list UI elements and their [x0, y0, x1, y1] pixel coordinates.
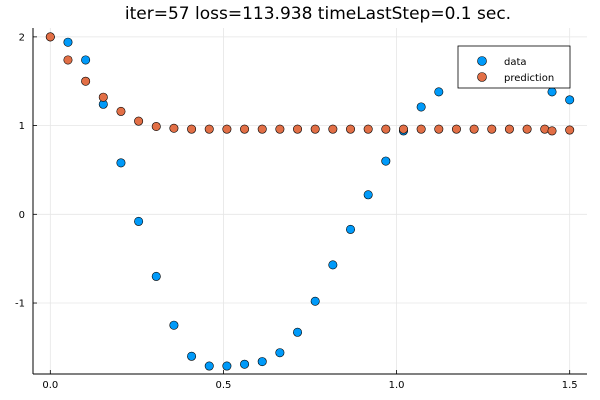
data-point — [293, 327, 303, 337]
legend-marker-data — [477, 56, 487, 66]
data-point — [346, 224, 356, 234]
legend-label-prediction: prediction — [504, 73, 554, 84]
prediction-point — [204, 124, 214, 134]
prediction-point — [547, 126, 557, 136]
prediction-point — [134, 116, 144, 126]
prediction-point — [222, 124, 232, 134]
prediction-point — [98, 92, 108, 102]
prediction-point — [240, 124, 250, 134]
prediction-point — [381, 124, 391, 134]
legend: data prediction — [457, 45, 571, 89]
data-point — [310, 296, 320, 306]
prediction-point — [451, 124, 461, 134]
data-point — [134, 216, 144, 226]
data-point — [416, 102, 426, 112]
prediction-point — [565, 125, 575, 135]
data-point — [275, 348, 285, 358]
prediction-point — [487, 124, 497, 134]
prediction-point — [293, 124, 303, 134]
axes — [32, 28, 587, 375]
data-point — [328, 260, 338, 270]
prediction-point — [328, 124, 338, 134]
y-tick-label: 1 — [19, 121, 25, 132]
data-point — [381, 156, 391, 166]
prediction-point — [310, 124, 320, 134]
prediction-point — [187, 124, 197, 134]
prediction-point — [346, 124, 356, 134]
prediction-point — [63, 55, 73, 65]
y-tick-label: 0 — [19, 210, 25, 221]
data-point — [434, 87, 444, 97]
prediction-point — [169, 123, 179, 133]
data-point — [240, 359, 250, 369]
prediction-point — [257, 124, 267, 134]
prediction-point — [45, 32, 55, 42]
prediction-point — [275, 124, 285, 134]
legend-label-data: data — [504, 57, 527, 68]
prediction-point — [416, 124, 426, 134]
prediction-point — [469, 124, 479, 134]
data-point — [222, 361, 232, 371]
data-point — [151, 271, 161, 281]
prediction-point — [363, 124, 373, 134]
series-prediction — [45, 32, 575, 136]
x-tick-label: 1.0 — [389, 380, 405, 391]
prediction-point — [116, 106, 126, 116]
legend-marker-prediction — [477, 72, 487, 82]
data-point — [547, 87, 557, 97]
y-tick-label: 2 — [19, 32, 25, 43]
x-tick-label: 0.0 — [42, 380, 58, 391]
data-point — [257, 357, 267, 367]
data-point — [63, 37, 73, 47]
data-points — [45, 32, 575, 371]
data-point — [169, 320, 179, 330]
data-point — [116, 158, 126, 168]
prediction-point — [522, 124, 532, 134]
tick-labels: 0.0 0.5 1.0 1.5 -1 0 1 2 — [15, 32, 578, 391]
chart-title: iter=57 loss=113.938 timeLastStep=0.1 se… — [125, 4, 511, 24]
data-point — [204, 361, 214, 371]
prediction-point — [81, 76, 91, 86]
y-tick-label: -1 — [15, 299, 25, 310]
prediction-point — [151, 121, 161, 131]
data-point — [187, 351, 197, 361]
prediction-point — [398, 124, 408, 134]
x-tick-label: 0.5 — [215, 380, 231, 391]
prediction-point — [434, 124, 444, 134]
legend-box — [457, 45, 571, 89]
data-point — [81, 55, 91, 65]
prediction-point — [504, 124, 514, 134]
data-point — [565, 95, 575, 105]
x-tick-label: 1.5 — [562, 380, 578, 391]
data-point — [363, 190, 373, 200]
